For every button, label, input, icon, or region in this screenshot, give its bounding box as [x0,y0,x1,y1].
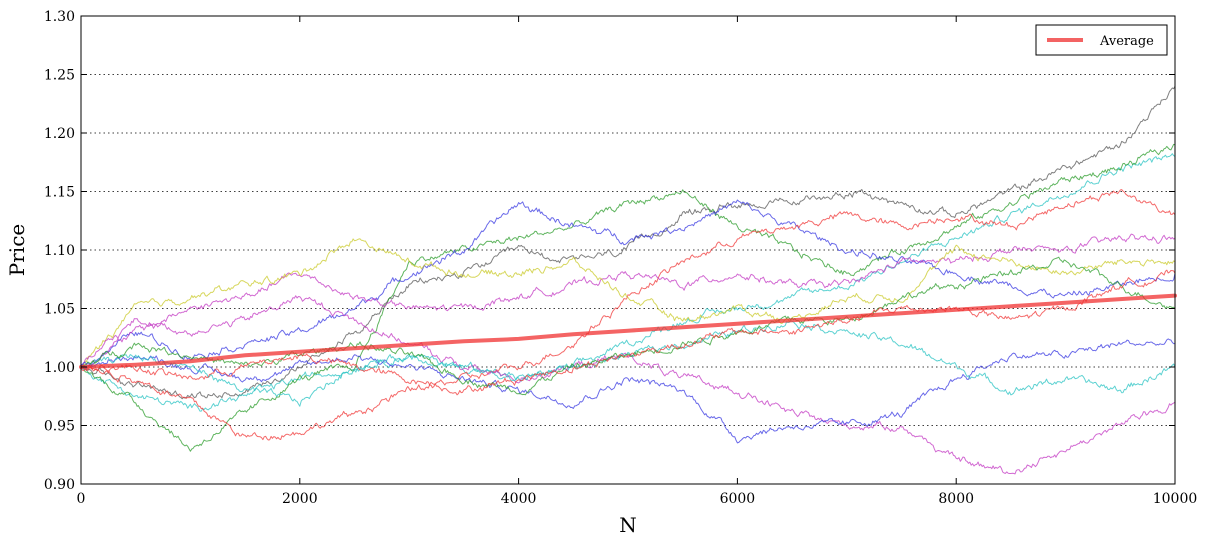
series-line-7 [80,238,1176,367]
y-tick-label: 0.95 [44,419,75,435]
y-tick-label: 1.00 [44,360,75,376]
legend-label-average: Average [1099,34,1154,49]
legend: Average [1035,24,1168,56]
y-tick-label: 1.15 [44,185,75,201]
series-line-10 [80,320,1176,407]
plot-frame [80,15,1176,485]
x-axis-title: N [619,513,637,537]
x-tick-label: 10000 [1153,491,1198,507]
x-tick-label: 8000 [938,491,974,507]
grid-lines [81,74,1175,426]
series-line-8 [80,295,1176,475]
series-line-5 [80,189,1176,441]
y-tick-label: 1.25 [44,68,75,84]
y-tick-label: 1.20 [44,126,75,142]
x-tick-label: 6000 [720,491,756,507]
series-line-4 [80,199,1176,369]
series-line-12 [80,269,1176,396]
y-tick-label: 0.90 [44,477,75,493]
x-tick-label: 4000 [501,491,537,507]
series-line-9 [80,338,1175,444]
series-line-1 [80,85,1176,400]
series-lines [79,85,1177,475]
y-tick-label: 1.30 [44,9,75,25]
series-line-3 [80,143,1176,452]
series-line-2 [80,153,1176,412]
series-line-average [79,293,1177,369]
axis-ticks: 0.90 0.95 1.00 1.05 1.10 1.15 1.20 1.25 1.30 0 200… [44,9,1197,507]
y-axis-title: Price [5,224,29,276]
y-tick-label: 1.10 [44,243,75,259]
y-tick-label: 1.05 [44,302,75,318]
x-tick-label: 0 [77,491,86,507]
series-line-6 [80,233,1176,370]
series-line-11 [80,256,1176,396]
x-tick-label: 2000 [282,491,318,507]
